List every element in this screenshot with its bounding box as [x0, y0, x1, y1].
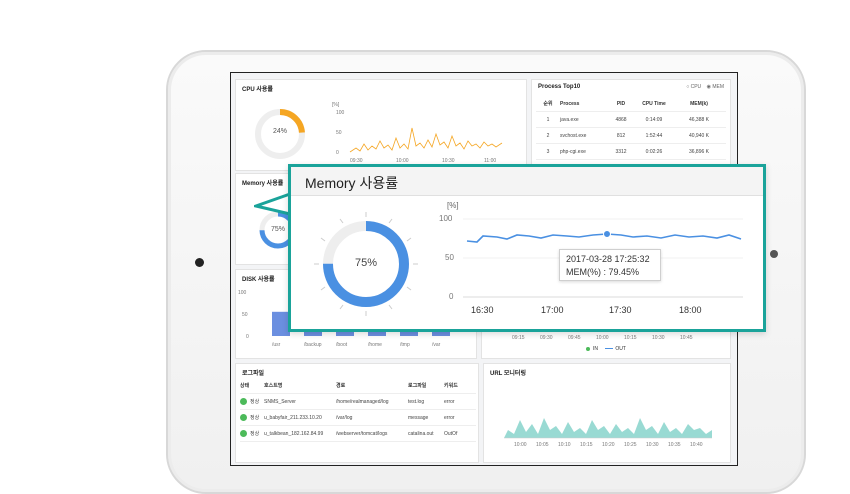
logfile-header-row: 상태 호스트명 경로 로그파일 키워드 [240, 378, 476, 394]
url-xtick-8: 10:35 [668, 442, 681, 448]
url-xtick-7: 10:30 [646, 442, 659, 448]
url-xtick-3: 10:10 [558, 442, 571, 448]
url-monitor-panel: URL 모니터링 10:00 10:05 10:10 10:15 10:20 1… [483, 363, 731, 463]
cpu-xtick-2: 10:00 [396, 158, 409, 164]
callout-unit: [%] [447, 201, 459, 210]
callout-header [291, 167, 763, 196]
process-panel: Process Top10 ○ CPU ◉ MEM 순위 Process PID… [531, 79, 731, 165]
disk-bar[interactable] [368, 331, 386, 336]
cpu-value: 24% [272, 128, 287, 135]
url-xtick-4: 10:15 [580, 442, 593, 448]
traffic-xtick-2: 09:30 [540, 335, 553, 341]
chart-point[interactable] [603, 230, 611, 238]
table-row[interactable]: 정상 u_talkbean_182.162.84.99 /webserver/t… [240, 426, 476, 442]
disk-bar-label: /usr [272, 342, 281, 348]
disk-bar-label: /tmp [400, 342, 410, 348]
process-toggle: ○ CPU ◉ MEM [686, 84, 724, 90]
table-row[interactable]: 정상 SNMS_Server /home/realmanaged/log tes… [240, 394, 476, 410]
cpu-ytick-50: 50 [336, 130, 342, 136]
mem-xtick-3: 17:30 [609, 305, 632, 315]
disk-bar[interactable] [432, 329, 450, 336]
status-ok-icon [240, 414, 247, 422]
mem-xtick-1: 16:30 [471, 305, 494, 315]
logfile-table: 상태 호스트명 경로 로그파일 키워드 정상 SNMS_Server /home… [240, 378, 476, 442]
table-row[interactable]: 2 svchost.exe 812 1:52:44 40,940 K [536, 128, 726, 144]
tooltip-value: MEM(%) : 79.45% [566, 267, 640, 277]
url-xtick-6: 10:25 [624, 442, 637, 448]
traffic-xtick-5: 10:15 [624, 335, 637, 341]
tablet-camera-dot [770, 250, 778, 258]
cpu-donut [255, 109, 305, 159]
tablet-home-dot [195, 258, 204, 267]
disk-ytick-0: 0 [246, 334, 249, 340]
logfile-title: 로그파일 [242, 371, 265, 377]
mem-ytick-100: 100 [439, 214, 453, 223]
cpu-line-chart: 100 50 0 09:30 10:00 10:30 11:00 [336, 110, 503, 164]
disk-bar-label: /home [368, 342, 382, 348]
cpu-ytick-100: 100 [336, 110, 345, 116]
memory-donut [314, 212, 418, 316]
memory-title: Memory 사용률 [242, 181, 284, 187]
status-ok-icon [240, 430, 247, 438]
cpu-ytick-0: 0 [336, 150, 339, 156]
tooltip-time: 2017-03-28 17:25:32 [566, 254, 650, 264]
memory-line-chart: 100 50 0 16:30 17:00 17:30 18:00 [439, 214, 743, 315]
table-row[interactable]: 1 java.exe 4868 0:14:09 46,388 K [536, 112, 726, 128]
table-row[interactable]: 정상 u_babyfair_211.233.10.20 /var/log mes… [240, 410, 476, 426]
traffic-chart: 09:15 09:30 09:45 10:00 10:15 10:30 10:4… [512, 335, 693, 341]
toggle-mem-radio[interactable]: ◉ MEM [706, 84, 724, 90]
url-monitor-chart: 10:00 10:05 10:10 10:15 10:20 10:25 10:3… [504, 418, 712, 448]
mem-ytick-0: 0 [449, 292, 454, 301]
traffic-xtick-4: 10:00 [596, 335, 609, 341]
mem-xtick-2: 17:00 [541, 305, 564, 315]
url-xtick-1: 10:00 [514, 442, 527, 448]
table-row[interactable]: 3 php-cgi.exe 3312 0:02:26 36,896 K [536, 144, 726, 160]
disk-bar-label: /var [432, 342, 441, 348]
chart-tooltip: 2017-03-28 17:25:32 MEM(%) : 79.45% [559, 249, 661, 281]
disk-bar-label: /boot [336, 342, 348, 348]
url-xtick-5: 10:20 [602, 442, 615, 448]
memory-donut-value: 75% [354, 257, 378, 269]
cpu-title: CPU 사용률 [242, 87, 273, 93]
callout-title: Memory 사용률 [305, 175, 399, 191]
url-xtick-9: 10:40 [690, 442, 703, 448]
memory-small-value: 75% [270, 226, 285, 233]
cpu-xtick-1: 09:30 [350, 158, 363, 164]
traffic-xtick-1: 09:15 [512, 335, 525, 341]
disk-bar-label: /backup [304, 342, 322, 348]
traffic-xtick-6: 10:30 [652, 335, 665, 341]
disk-title: DISK 사용률 [242, 277, 275, 283]
legend-out: OUT [615, 346, 626, 352]
url-monitor-title: URL 모니터링 [490, 371, 526, 377]
toggle-cpu-radio[interactable]: ○ CPU [686, 84, 702, 90]
process-header-row: 순위 Process PID CPU Time MEM(k) [536, 96, 726, 112]
cpu-xtick-3: 10:30 [442, 158, 455, 164]
legend-in: IN [593, 346, 598, 352]
logfile-panel: 로그파일 상태 호스트명 경로 로그파일 키워드 정상 SNMS_Server … [235, 363, 479, 463]
disk-bar[interactable] [272, 311, 290, 336]
process-title: Process Top10 [538, 84, 581, 90]
memory-callout: Memory 사용률 75% [%] 100 50 0 16:30 17 [288, 164, 766, 332]
cpu-xtick-4: 11:00 [484, 158, 496, 164]
cpu-panel: CPU 사용률 24% [%] 100 50 0 09:30 10:00 10:… [235, 79, 527, 171]
disk-ytick-50: 50 [242, 312, 248, 318]
traffic-xtick-7: 10:45 [680, 335, 693, 341]
mem-ytick-50: 50 [445, 253, 454, 262]
cpu-unit: [%] [332, 102, 340, 108]
traffic-legend: IN OUT [586, 346, 626, 352]
disk-ytick-100: 100 [238, 290, 247, 296]
process-table: 순위 Process PID CPU Time MEM(k) 1 java.ex… [536, 96, 726, 160]
traffic-xtick-3: 09:45 [568, 335, 581, 341]
url-xtick-2: 10:05 [536, 442, 549, 448]
mem-xtick-4: 18:00 [679, 305, 702, 315]
status-ok-icon [240, 398, 247, 406]
